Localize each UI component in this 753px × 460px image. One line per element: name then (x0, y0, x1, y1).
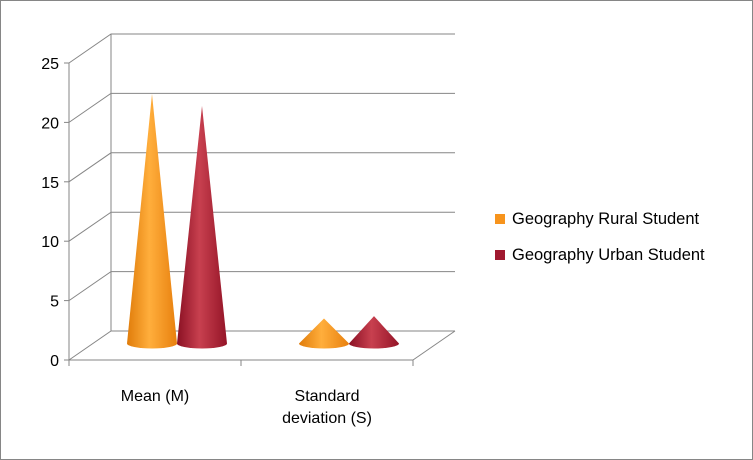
gridline-4 (68, 92, 455, 123)
legend-label-urban: Geography Urban Student (512, 246, 705, 264)
gridline-3 (68, 152, 455, 183)
x-tick-label-line: Standard (295, 388, 360, 405)
floor-right-edge (412, 330, 456, 361)
gridline-1 (68, 271, 455, 302)
cone-urban-0 (177, 105, 227, 349)
cone-rural-0 (127, 94, 177, 349)
y-tick-label-1: 5 (50, 294, 59, 311)
x-tick-label-line: deviation (S) (282, 410, 372, 427)
gridline-5 (68, 33, 455, 64)
x-tick-label-line: Mean (M) (121, 388, 189, 405)
gridline-2 (68, 211, 455, 242)
x-tick-label-0: Mean (M) (121, 388, 189, 405)
cone-rural-1 (299, 318, 349, 349)
gridline-0 (68, 330, 455, 361)
legend-label-rural: Geography Rural Student (512, 210, 700, 228)
y-tick-label-2: 10 (41, 234, 59, 251)
legend-swatch-rural (495, 214, 505, 224)
x-tick-label-1: Standard deviation (S) (282, 388, 372, 427)
y-tick-label-5: 25 (41, 56, 59, 73)
y-tick-label-4: 20 (41, 115, 59, 132)
legend-item-rural: Geography Rural Student (495, 201, 705, 237)
y-tick-label-0: 0 (50, 353, 59, 370)
y-tick-label-3: 15 (41, 175, 59, 192)
cone-urban-1 (349, 316, 399, 349)
legend-swatch-urban (495, 250, 505, 260)
legend-item-urban: Geography Urban Student (495, 237, 705, 273)
chart-legend: Geography Rural Student Geography Urban … (495, 201, 705, 273)
